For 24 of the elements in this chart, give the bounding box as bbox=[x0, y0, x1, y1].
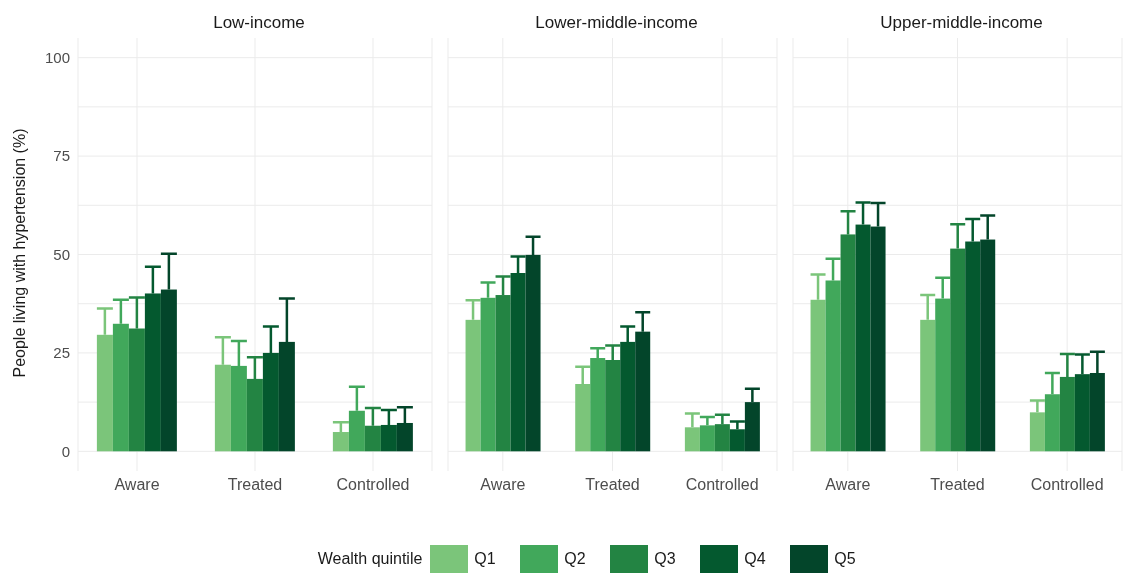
legend-label: Q5 bbox=[834, 550, 857, 568]
x-tick-label: Controlled bbox=[336, 476, 410, 494]
legend-label: Q3 bbox=[654, 550, 677, 568]
y-tick-label: 0 bbox=[61, 442, 70, 460]
legend-label: Q2 bbox=[564, 550, 587, 568]
legend-title: Wealth quintile bbox=[317, 550, 423, 568]
chart-title: Low-income bbox=[212, 12, 306, 34]
x-tick-label: Aware bbox=[114, 476, 160, 494]
y-tick-label: 75 bbox=[53, 147, 70, 165]
y-axis-title: People living with hypertension (%) bbox=[11, 128, 29, 378]
legend-label: Q4 bbox=[744, 550, 767, 568]
y-tick-label: 50 bbox=[53, 245, 70, 263]
chart-title: Lower-middle-income bbox=[534, 12, 699, 34]
legend-label: Q1 bbox=[474, 550, 497, 568]
y-tick-label: 100 bbox=[44, 49, 70, 67]
x-tick-label: Controlled bbox=[685, 476, 759, 494]
x-tick-label: Aware bbox=[825, 476, 871, 494]
x-tick-label: Treated bbox=[930, 476, 985, 494]
x-tick-label: Treated bbox=[227, 476, 283, 494]
x-tick-label: Controlled bbox=[1030, 476, 1104, 494]
x-tick-label: Treated bbox=[585, 476, 640, 494]
chart-title: Upper-middle-income bbox=[879, 12, 1044, 34]
x-tick-label: Aware bbox=[480, 476, 526, 494]
y-tick-label: 25 bbox=[53, 344, 70, 362]
